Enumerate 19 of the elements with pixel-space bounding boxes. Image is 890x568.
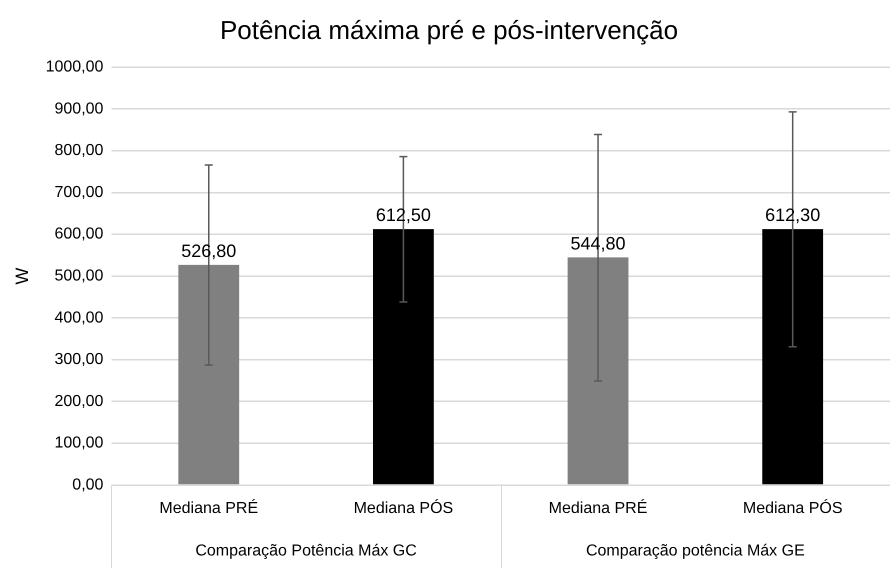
y-tick-label: 700,00 <box>54 184 104 201</box>
y-tick-label: 0,00 <box>72 476 104 494</box>
y-tick-label: 300,00 <box>54 351 104 368</box>
x-tick-label: Mediana PÓS <box>742 499 842 518</box>
y-tick-label: 800,00 <box>54 142 104 160</box>
y-tick-label: 900,00 <box>54 100 104 118</box>
x-tick-label: Mediana PRÉ <box>548 499 648 518</box>
y-tick-label: 1000,00 <box>46 58 104 76</box>
x-tick-label: Mediana PÓS <box>354 499 454 518</box>
x-tick-label: Mediana PRÉ <box>159 499 258 518</box>
text: Comparação Potência Máx GC <box>195 542 417 560</box>
text: Comparação potência Máx GE <box>586 542 805 560</box>
y-tick-label: 200,00 <box>54 392 104 410</box>
y-tick-label: 100,00 <box>54 434 104 452</box>
y-axis-title: W <box>12 268 32 285</box>
y-tick-label: 400,00 <box>54 309 104 326</box>
chart-title: Potência máxima pré e pós-intervenção <box>220 14 678 45</box>
y-tick-label: 600,00 <box>54 226 104 243</box>
y-tick-label: 500,00 <box>54 268 104 285</box>
